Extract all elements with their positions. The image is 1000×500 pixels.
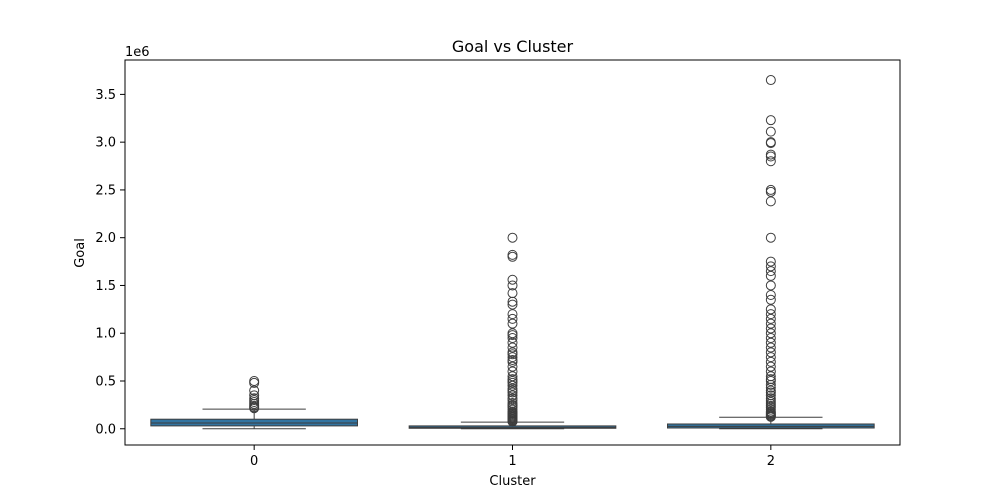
outlier-point [765,328,776,339]
outlier-point [765,270,776,281]
outlier-point [765,156,776,167]
outlier-point [765,390,776,401]
plot-frame [124,59,901,446]
outlier-point [765,333,776,344]
outlier-point [507,318,518,329]
outlier-point [765,374,776,385]
outlier-point [765,318,776,329]
outlier-point [765,342,776,353]
outlier-point [507,383,518,394]
axes: 0.0 0.5 1.0 1.5 2.0 2.5 3.0 3.5 0 1 2 [95,88,775,469]
chart-title: Goal vs Cluster [452,37,574,56]
outlier-point [765,261,776,272]
y-axis-label: Goal [73,238,88,268]
outlier-point [507,251,518,262]
outlier-point [765,266,776,277]
y-tick-label: 0.5 [95,374,116,389]
outlier-point [765,304,776,315]
outlier-point [765,347,776,358]
y-tick-label: 1.0 [95,327,116,342]
outlier-point [507,393,518,404]
outlier-point [765,371,776,382]
outlier-point [507,361,518,372]
outlier-point [507,309,518,320]
x-tick-label: 0 [250,454,258,469]
outlier-point [507,347,518,358]
outlier-point [507,288,518,299]
outlier-point [249,393,260,404]
outlier-point [765,196,776,207]
y-tick-label: 2.0 [95,231,116,246]
outlier-point [507,274,518,285]
outlier-point [507,328,518,339]
outlier-point [507,299,518,310]
outlier-point [765,232,776,243]
outlier-point [765,361,776,372]
outlier-point [765,137,776,148]
outlier-point [507,390,518,401]
outlier-point [765,126,776,137]
outlier-point [765,352,776,363]
outlier-point [249,375,260,386]
outlier-point [765,313,776,324]
outlier-point [507,397,518,408]
outlier-point [765,184,776,195]
outlier-point [507,313,518,324]
outlier-point [507,232,518,243]
y-axis-offset-label: 1e6 [125,45,150,60]
y-tick-label: 0.0 [95,422,116,437]
outlier-point [765,256,776,267]
box-plot-cluster-1 [408,232,617,430]
outlier-point [507,249,518,260]
y-tick-label: 3.5 [95,88,116,103]
outlier-point [765,280,776,291]
x-axis-label: Cluster [489,474,536,489]
outlier-point [507,374,518,385]
outlier-point [507,342,518,353]
outlier-point [507,366,518,377]
outlier-point [765,366,776,377]
x-tick-label: 2 [767,454,775,469]
outlier-point [507,333,518,344]
outlier-point [507,380,518,391]
y-tick-label: 1.5 [95,279,116,294]
outlier-point [765,115,776,126]
outlier-point [765,337,776,348]
outlier-point [507,371,518,382]
outlier-point [765,294,776,305]
outlier-point [507,280,518,291]
outlier-point [249,385,260,396]
outlier-point [765,149,776,160]
outlier-point [765,356,776,367]
outlier-point [765,323,776,334]
outlier-point [765,309,776,320]
box-plots [150,75,875,430]
outlier-point [765,385,776,396]
outlier-point [765,290,776,301]
y-tick-label: 3.0 [95,136,116,151]
outlier-point [507,352,518,363]
outlier-point [765,75,776,86]
outlier-point [249,390,260,401]
x-tick-label: 1 [508,454,516,469]
box-plot-cluster-2 [667,75,875,430]
outlier-point [765,393,776,404]
outlier-point [507,337,518,348]
outlier-point [765,186,776,197]
y-tick-label: 2.5 [95,183,116,198]
outlier-point [507,354,518,365]
box-plot-cluster-0 [150,375,358,430]
